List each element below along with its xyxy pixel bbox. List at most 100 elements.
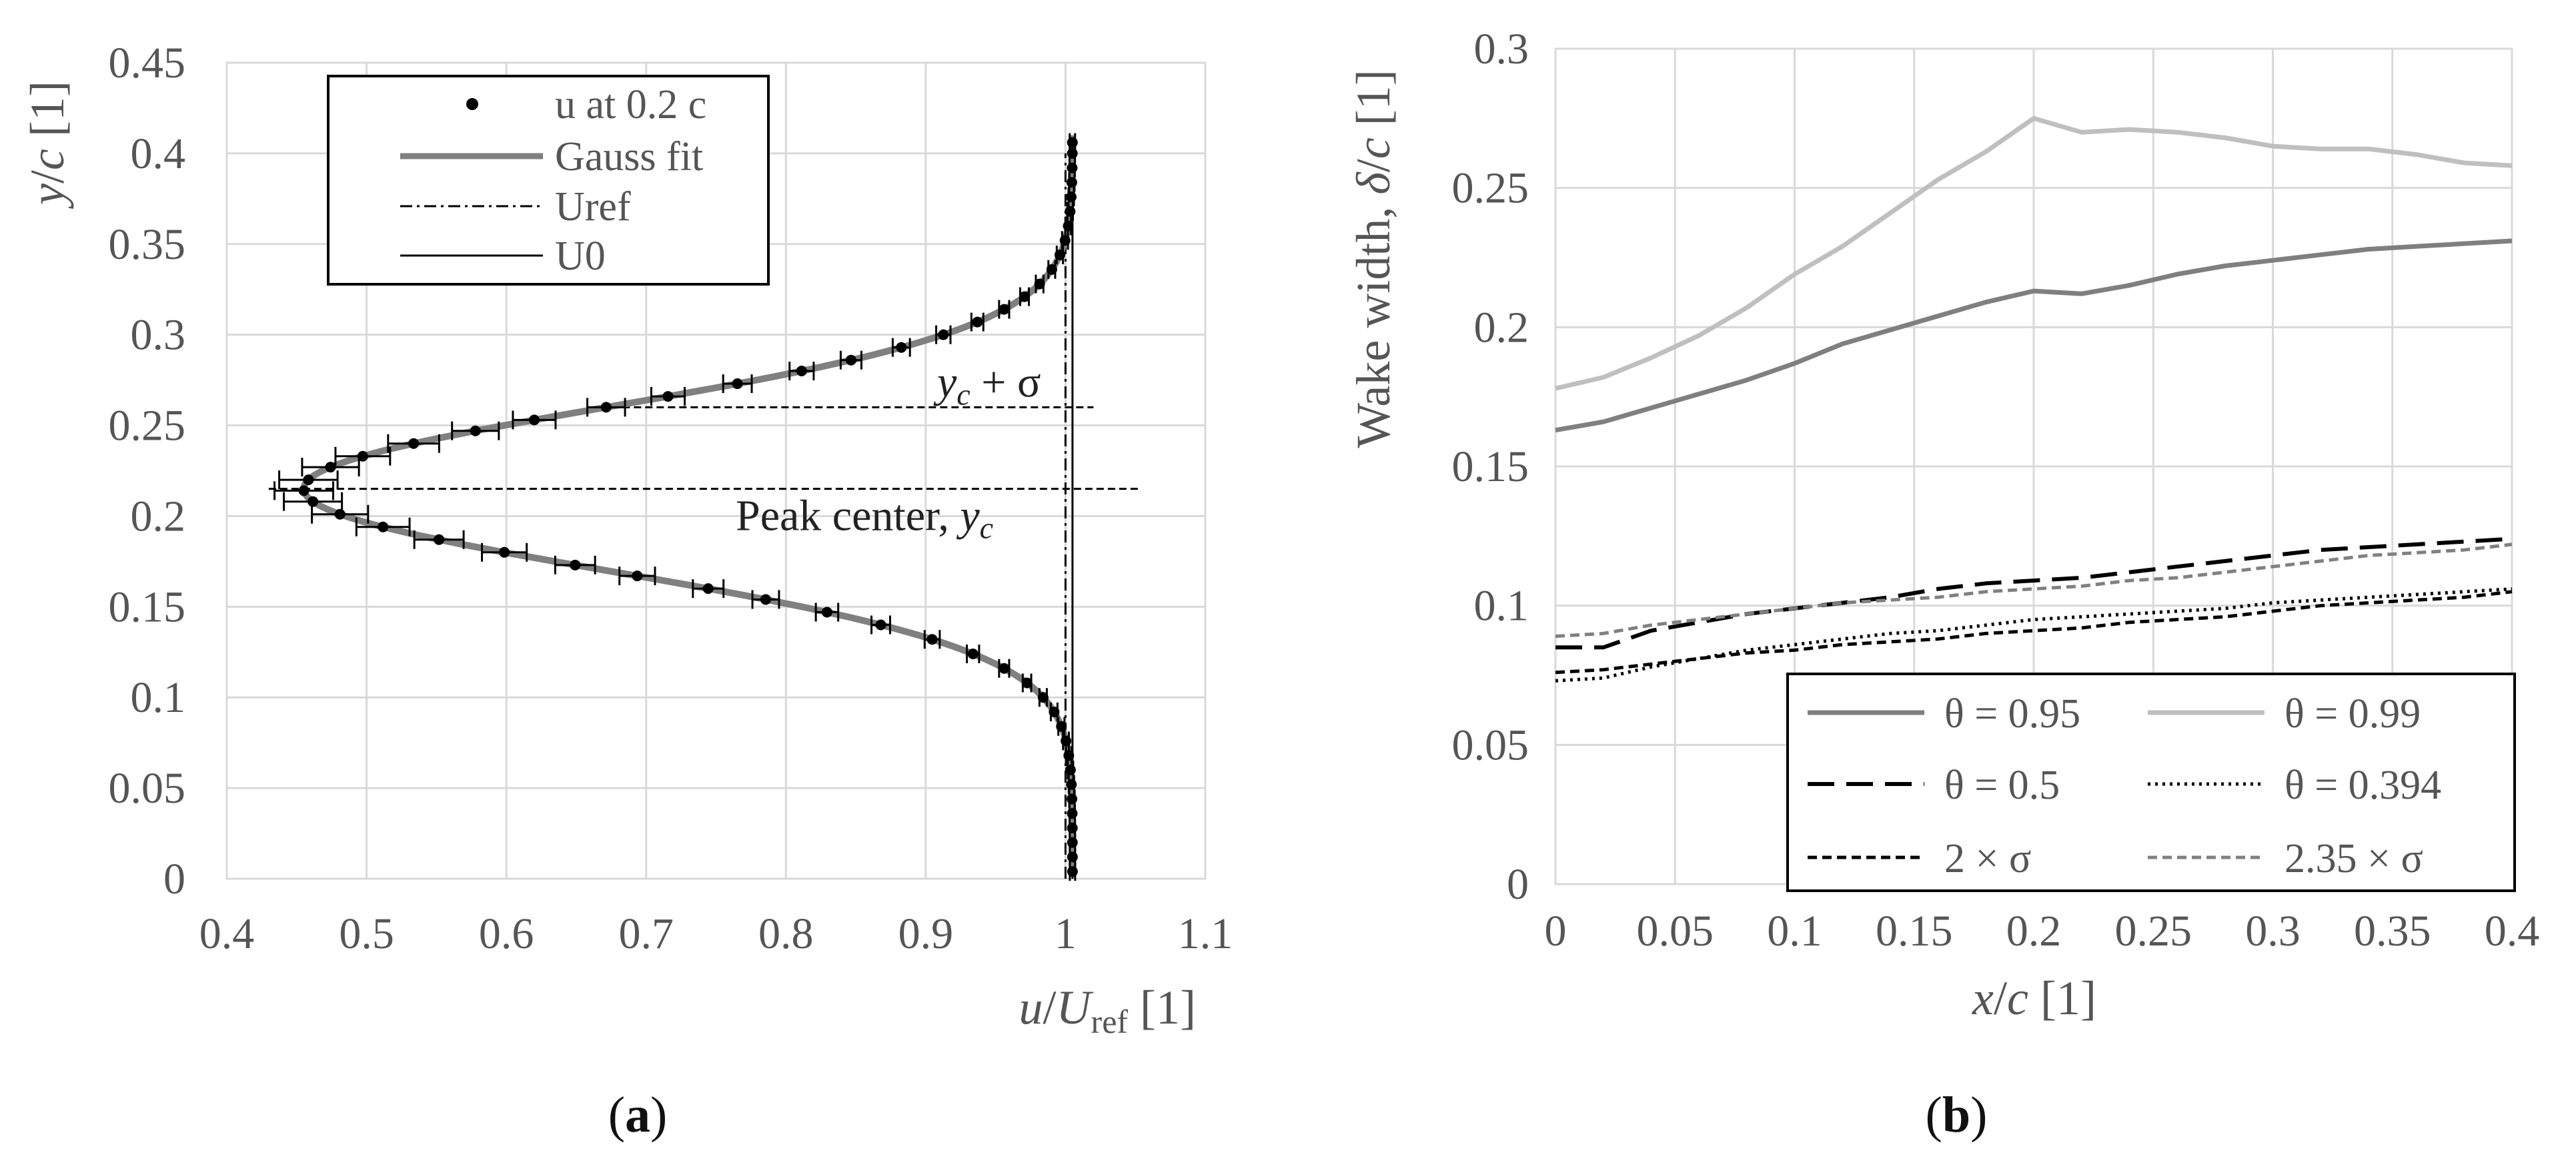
b-series-line-1 (1555, 115, 2513, 391)
b-x-tick-label: 0.1 (1767, 907, 1822, 955)
data-point (1037, 688, 1049, 707)
b-series-line-0 (1555, 238, 2513, 433)
b-series-line-2 (1555, 536, 2513, 650)
a-y-axis-label: y/c [1] (21, 81, 74, 210)
b-y-tick-label: 0.2 (1474, 303, 1529, 352)
data-point (692, 579, 725, 599)
legend-label-points: u at 0.2 c (555, 82, 706, 127)
panel-label-b: (b) (1926, 1087, 1988, 1143)
data-point (814, 603, 840, 622)
b-y-tick-label: 0.25 (1452, 164, 1529, 213)
data-point (722, 374, 753, 394)
a-y-tick-label: 0.05 (109, 764, 186, 813)
data-point (1049, 702, 1060, 721)
data-point (481, 542, 528, 562)
a-x-tick-labels: 0.4 0.5 0.6 0.7 0.8 0.9 1 1.1 (199, 909, 1233, 958)
a-x-tick-label: 1 (1055, 909, 1077, 958)
a-x-axis-label: u/Uref [1] (1019, 981, 1196, 1040)
data-point (1067, 133, 1078, 152)
data-point (1034, 274, 1045, 294)
a-x-tick-label: 0.8 (758, 909, 814, 958)
annotation-yc-plus-sigma: yc + σ (933, 358, 1041, 411)
a-legend-frame (327, 75, 770, 286)
a-y-tick-label: 0.4 (131, 129, 186, 178)
panel-b-chart: 0 0.05 0.1 0.15 0.2 0.25 0.3 0.35 0.4 0 0.05 0.1 0.… (1347, 25, 2539, 1143)
data-point (1065, 202, 1076, 221)
data-point (1063, 746, 1075, 765)
b-x-axis-label: x/c [1] (1972, 972, 2096, 1025)
data-point (618, 566, 656, 586)
b-x-tick-label: 0.35 (2354, 907, 2431, 955)
data-point (1063, 216, 1074, 236)
b-legend-label-1: θ = 0.99 (2285, 691, 2421, 737)
b-y-tick-label: 0 (1507, 860, 1529, 909)
panel-a-chart: 0.4 0.5 0.6 0.7 0.8 0.9 1 1.1 0 0.05 0.1 0.15 0.2 0.… (21, 39, 1233, 1143)
data-point (512, 410, 557, 430)
a-y-tick-label: 0.15 (109, 583, 186, 631)
b-y-tick-label: 0.1 (1474, 582, 1529, 631)
a-x-tick-label: 0.5 (339, 909, 394, 958)
a-x-tick-label: 0.7 (618, 909, 674, 958)
a-data-points-series (273, 133, 1078, 881)
data-point (278, 470, 339, 490)
b-series-line-5 (1555, 542, 2513, 639)
data-point (788, 362, 815, 381)
b-legend: θ = 0.95 θ = 0.99 θ = 0.5 θ = 0.394 2 × σ 2.3… (1786, 673, 2516, 892)
a-y-tick-label: 0.35 (109, 220, 186, 269)
b-series-line-4 (1555, 590, 2513, 675)
data-point (1019, 287, 1030, 306)
a-legend: u at 0.2 c Gauss fit Uref U0 (327, 75, 770, 286)
a-y-tick-label: 0.2 (131, 492, 186, 540)
data-point (751, 590, 780, 609)
b-x-tick-label: 0.05 (1637, 907, 1714, 955)
b-series-line-3 (1555, 587, 2513, 683)
annotation-sigma-y-symbol: y (933, 358, 957, 406)
annotation-center-main: Peak center, (736, 492, 960, 540)
data-point (355, 517, 411, 536)
data-point (970, 312, 985, 332)
b-legend-label-0: θ = 0.95 (1944, 691, 2080, 737)
a-x-tick-label: 0.9 (898, 909, 954, 958)
data-point (413, 530, 465, 549)
data-point (1066, 173, 1077, 192)
annotation-sigma-sub: c (956, 377, 970, 411)
b-x-tick-label: 0 (1545, 907, 1567, 955)
a-x-tick-label: 1.1 (1178, 909, 1233, 958)
b-series-lines (1555, 115, 2513, 683)
b-x-tick-label: 0.15 (1876, 907, 1953, 955)
b-legend-label-3: θ = 0.394 (2285, 763, 2441, 808)
b-legend-label-2: θ = 0.5 (1944, 763, 2060, 808)
b-y-tick-labels: 0 0.05 0.1 0.15 0.2 0.25 0.3 (1452, 25, 1529, 909)
data-point (1021, 673, 1033, 693)
a-y-tick-label: 0.45 (109, 39, 186, 87)
data-point (998, 659, 1011, 678)
annotation-center-sub: c (980, 511, 993, 545)
data-point (1065, 760, 1076, 779)
a-gridlines (225, 61, 1207, 880)
legend-label-u0: U0 (555, 234, 606, 279)
a-y-tick-label: 0.25 (109, 402, 186, 450)
data-point (554, 555, 596, 574)
b-y-axis-label: Wake width, δ/c [1] (1347, 69, 1400, 448)
data-point (1046, 260, 1057, 279)
data-point (923, 630, 941, 649)
data-point (387, 434, 440, 453)
data-point (839, 350, 862, 370)
data-point (451, 421, 500, 440)
data-point (1059, 231, 1071, 250)
data-point (283, 492, 344, 511)
b-y-tick-label: 0.3 (1474, 25, 1529, 73)
data-point (1056, 717, 1067, 736)
annotation-peak-center: Peak center, yc (736, 492, 993, 545)
annotation-sigma-rest: + σ (971, 358, 1041, 406)
annotation-center-y-symbol: y (956, 492, 980, 540)
a-x-tick-label: 0.4 (199, 909, 255, 958)
b-legend-label-4: 2 × σ (1944, 836, 2031, 881)
legend-marker-points (466, 98, 478, 110)
a-y-tick-label: 0.3 (131, 311, 186, 360)
data-point (586, 398, 626, 417)
panel-label-a: (a) (608, 1087, 668, 1143)
a-plot-frame (225, 61, 1207, 880)
data-point (650, 387, 686, 406)
b-legend-label-5: 2.35 × σ (2285, 836, 2423, 881)
